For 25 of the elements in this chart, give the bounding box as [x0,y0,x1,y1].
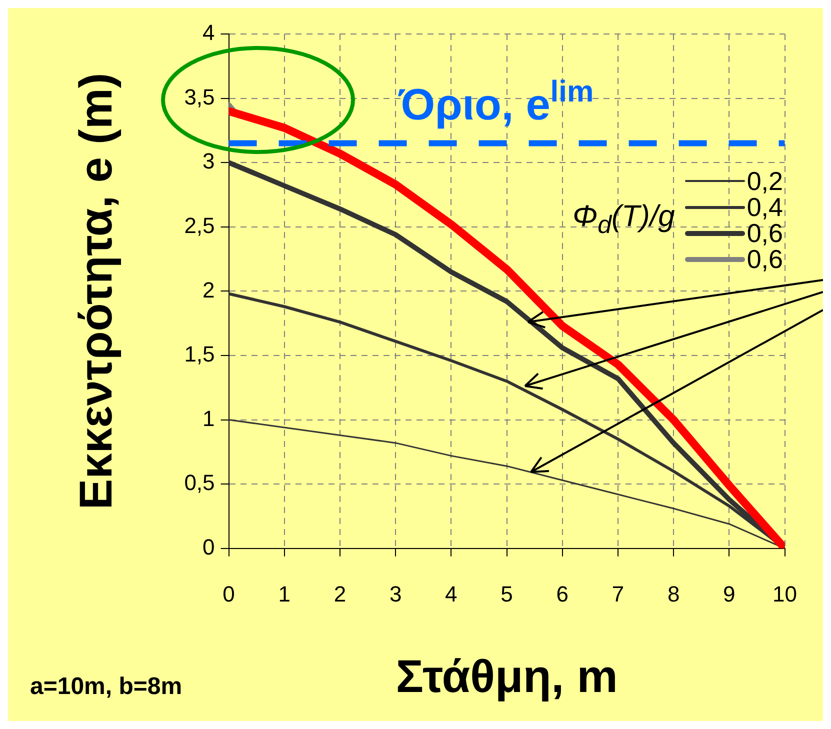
x-tick-label: 2 [334,582,346,607]
y-tick-label: 0,5 [184,470,215,496]
y-tick-label: 3,5 [184,84,215,110]
legend-label: 0,2 [746,166,783,196]
y-tick-label: 2 [202,277,215,302]
y-tick-label: 1,5 [184,342,215,367]
y-tick-label: 2,5 [184,212,215,238]
y-tick-label: 1 [202,406,215,431]
x-tick-label: 9 [723,582,736,607]
x-tick-label: 10 [772,582,798,607]
x-tick-label: 4 [445,582,458,607]
text: a=10m, b=8m [30,673,182,701]
y-axis-title: Εκκεντρότητα, e (m) [69,72,122,510]
y-tick-label: 4 [202,20,215,46]
x-tick-label: 3 [389,582,402,607]
x-tick-label: 6 [556,582,568,607]
x-tick-label: 8 [667,582,680,607]
x-axis-title: Στάθμη, m [396,650,618,702]
y-tick-label: 3 [202,148,215,174]
x-tick-label: 5 [500,582,513,607]
x-tick-label: 0 [222,582,235,607]
x-tick-label: 1 [278,582,291,607]
legend-title: Φ$_{d}$(T)/g [572,200,675,240]
y-tick-label: 0 [202,534,215,560]
x-tick-label: 7 [612,582,624,607]
